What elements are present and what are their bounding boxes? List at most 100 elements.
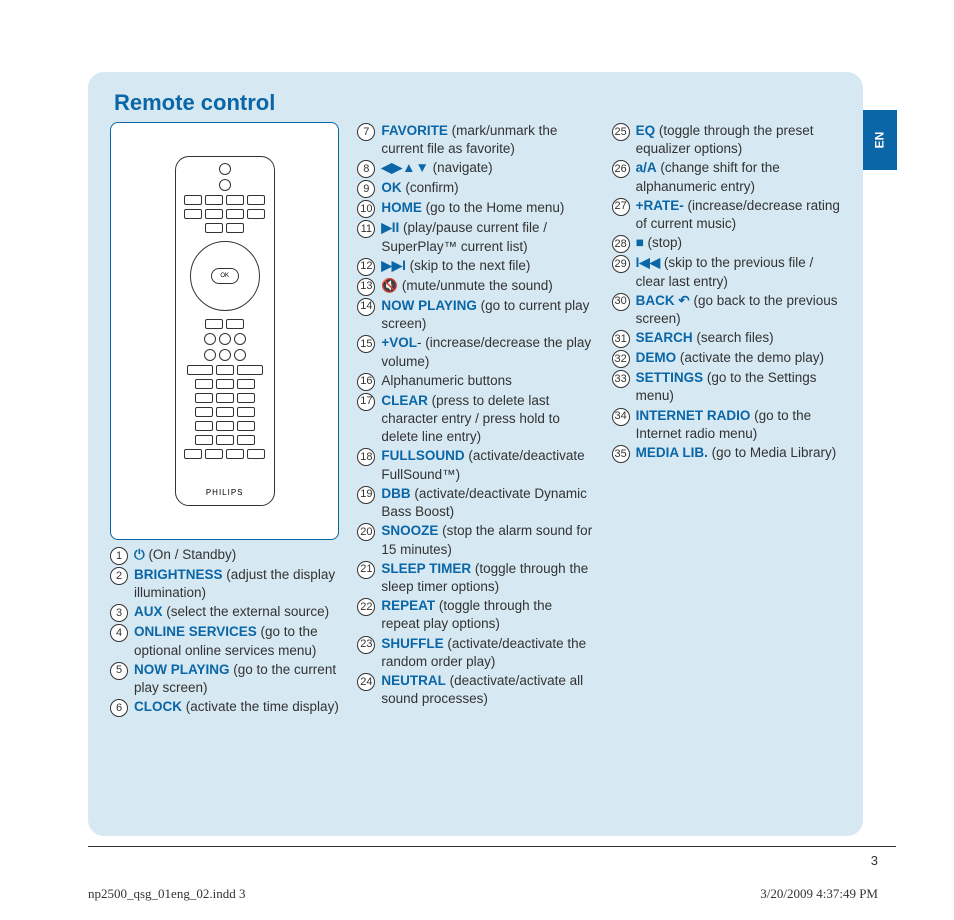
list-item: 31SEARCH (search files) — [612, 329, 841, 348]
column-1: OK PHILIPS 1⏻ (On / Standby)2BRIGHTNESS … — [110, 122, 339, 822]
item-label: ONLINE SERVICES — [134, 624, 257, 639]
item-text: (mute/unmute the sound) — [398, 278, 553, 293]
list-item: 15+VOL- (increase/decrease the play volu… — [357, 334, 593, 370]
item-desc: EQ (toggle through the preset equalizer … — [636, 122, 841, 158]
item-label: DEMO — [636, 350, 677, 365]
item-label: a/A — [636, 160, 657, 175]
column-3: 25EQ (toggle through the preset equalize… — [612, 122, 841, 822]
item-number: 11 — [357, 220, 375, 238]
list-item: 13 🔇 (mute/unmute the sound) — [357, 277, 593, 296]
item-label: BRIGHTNESS — [134, 567, 223, 582]
item-desc: BRIGHTNESS (adjust the display illuminat… — [134, 566, 339, 602]
item-number: 21 — [357, 561, 375, 579]
item-number: 7 — [357, 123, 375, 141]
item-number: 8 — [357, 160, 375, 178]
item-desc: DBB (activate/deactivate Dynamic Bass Bo… — [381, 485, 593, 521]
item-desc: +RATE- (increase/decrease rating of curr… — [636, 197, 841, 233]
item-number: 4 — [110, 624, 128, 642]
item-desc: BACK ↶ (go back to the previous screen) — [636, 292, 841, 328]
item-text: (select the external source) — [163, 604, 330, 619]
ok-pad: OK — [190, 241, 260, 311]
item-desc: OK (confirm) — [381, 179, 593, 197]
list-item: 24NEUTRAL (deactivate/activate all sound… — [357, 672, 593, 708]
item-text: (On / Standby) — [145, 547, 237, 562]
item-number: 26 — [612, 160, 630, 178]
list-item: 29 I◀◀ (skip to the previous file / clear… — [612, 254, 841, 290]
item-desc: ONLINE SERVICES (go to the optional onli… — [134, 623, 339, 659]
list-item: 27+RATE- (increase/decrease rating of cu… — [612, 197, 841, 233]
item-number: 9 — [357, 180, 375, 198]
list-item: 1⏻ (On / Standby) — [110, 546, 339, 565]
item-desc: SETTINGS (go to the Settings menu) — [636, 369, 841, 405]
item-label: EQ — [636, 123, 656, 138]
item-label: SLEEP TIMER — [381, 561, 471, 576]
item-text: (change shift for the alphanumeric entry… — [636, 160, 780, 193]
item-desc: MEDIA LIB. (go to Media Library) — [636, 444, 841, 462]
list-item: 10HOME (go to the Home menu) — [357, 199, 593, 218]
item-symbol-icon: ▶▶I — [381, 258, 406, 273]
item-label: SEARCH — [636, 330, 693, 345]
item-number: 13 — [357, 278, 375, 296]
item-number: 16 — [357, 373, 375, 391]
item-desc: CLOCK (activate the time display) — [134, 698, 339, 716]
item-text: (go to Media Library) — [708, 445, 836, 460]
list-item: 2 BRIGHTNESS (adjust the display illumina… — [110, 566, 339, 602]
item-number: 6 — [110, 699, 128, 717]
item-desc: NOW PLAYING (go to the current play scre… — [134, 661, 339, 697]
item-desc: FULLSOUND (activate/deactivate FullSound… — [381, 447, 593, 483]
list-item: 28■ (stop) — [612, 234, 841, 253]
item-label: HOME — [381, 200, 422, 215]
item-text: (navigate) — [429, 160, 493, 175]
list-item: 12▶▶I (skip to the next file) — [357, 257, 593, 276]
col3-items: 25EQ (toggle through the preset equalize… — [612, 122, 841, 464]
item-desc: a/A (change shift for the alphanumeric e… — [636, 159, 841, 195]
item-label: REPEAT — [381, 598, 435, 613]
list-item: 4 ONLINE SERVICES (go to the optional onl… — [110, 623, 339, 659]
list-item: 7FAVORITE (mark/unmark the current file … — [357, 122, 593, 158]
item-number: 14 — [357, 298, 375, 316]
item-label: SHUFFLE — [381, 636, 443, 651]
item-label: BACK — [636, 293, 679, 308]
list-item: 14NOW PLAYING (go to current play screen… — [357, 297, 593, 333]
item-text: (confirm) — [402, 180, 459, 195]
item-symbol-icon: ▶II — [381, 220, 399, 235]
language-tab: EN — [862, 110, 897, 170]
item-label: CLEAR — [381, 393, 428, 408]
item-label: DBB — [381, 486, 410, 501]
col2-items: 7FAVORITE (mark/unmark the current file … — [357, 122, 593, 709]
item-number: 2 — [110, 567, 128, 585]
list-item: 22REPEAT (toggle through the repeat play… — [357, 597, 593, 633]
item-number: 17 — [357, 393, 375, 411]
item-number: 19 — [357, 486, 375, 504]
item-text: (stop) — [644, 235, 682, 250]
item-number: 29 — [612, 255, 630, 273]
list-item: 17CLEAR (press to delete last character … — [357, 392, 593, 447]
item-desc: AUX (select the external source) — [134, 603, 339, 621]
item-label: MEDIA LIB. — [636, 445, 708, 460]
item-text: (skip to the previous file / clear last … — [636, 255, 814, 288]
columns: OK PHILIPS 1⏻ (On / Standby)2BRIGHTNESS … — [110, 122, 841, 822]
item-text: (play/pause current file / SuperPlay™ cu… — [381, 220, 547, 253]
list-item: 26 a/A (change shift for the alphanumeric… — [612, 159, 841, 195]
item-symbol-icon: 🔇 — [381, 278, 398, 293]
list-item: 18FULLSOUND (activate/deactivate FullSou… — [357, 447, 593, 483]
list-item: 19 DBB (activate/deactivate Dynamic Bass … — [357, 485, 593, 521]
item-desc: +VOL- (increase/decrease the play volume… — [381, 334, 593, 370]
item-symbol-icon: I◀◀ — [636, 255, 661, 270]
item-text: (activate the time display) — [182, 699, 339, 714]
list-item: 35MEDIA LIB. (go to Media Library) — [612, 444, 841, 463]
item-number: 12 — [357, 258, 375, 276]
page-number: 3 — [871, 853, 878, 868]
item-symbol-icon: ◀▶▲▼ — [381, 160, 429, 175]
item-number: 22 — [357, 598, 375, 616]
item-number: 1 — [110, 547, 128, 565]
item-desc: I◀◀ (skip to the previous file / clear l… — [636, 254, 841, 290]
item-desc: SNOOZE (stop the alarm sound for 15 minu… — [381, 522, 593, 558]
item-desc: ■ (stop) — [636, 234, 841, 252]
column-2: 7FAVORITE (mark/unmark the current file … — [357, 122, 593, 822]
item-label: FAVORITE — [381, 123, 448, 138]
list-item: 34INTERNET RADIO (go to the Internet rad… — [612, 407, 841, 443]
item-text: (activate/deactivate Dynamic Bass Boost) — [381, 486, 587, 519]
list-item: 30BACK ↶ (go back to the previous screen… — [612, 292, 841, 328]
item-number: 24 — [357, 673, 375, 691]
